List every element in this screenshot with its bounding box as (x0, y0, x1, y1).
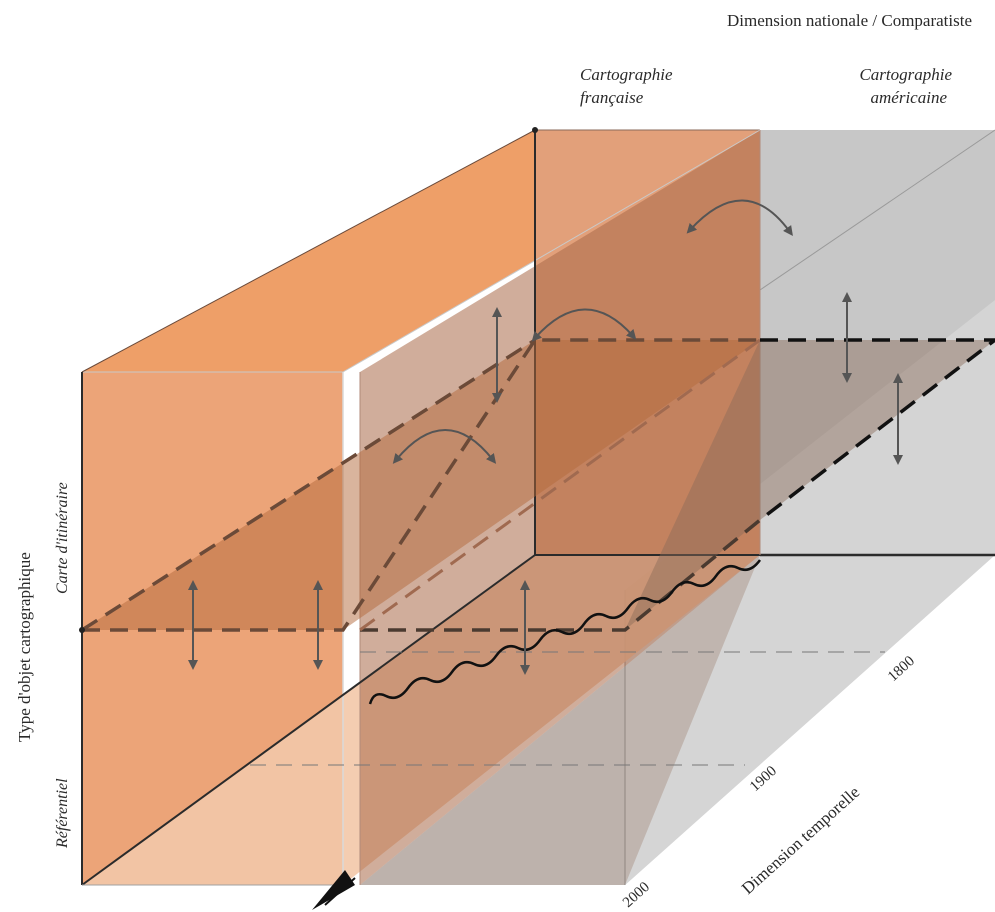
year-guides (250, 651, 885, 766)
french-column-label-line2: française (580, 88, 644, 107)
french-column-label-line1: Cartographie (580, 65, 673, 84)
curved-arrow (686, 199, 793, 237)
american-column-label-line1: Cartographie (859, 65, 952, 84)
itinerary-plane-french (82, 340, 760, 630)
object-type-axis-label: Type d'objet cartographique (15, 552, 34, 742)
national-axis-label: Dimension nationale / Comparatiste (727, 11, 972, 30)
french-slice-overlay (360, 130, 760, 885)
itinerary-slice (81, 338, 995, 632)
year-1800-label: 1800 (885, 653, 918, 685)
french-volume (81, 129, 761, 886)
curved-arrow (392, 429, 497, 464)
itinerary-label: Carte d'itinéraire (54, 482, 71, 594)
curved-arrow (531, 308, 637, 342)
timeline-arrow (312, 870, 356, 910)
wavy-timeline-edge (368, 559, 762, 705)
itinerary-plane-american (625, 340, 995, 630)
american-column-label-line2: américaine (871, 88, 948, 107)
american-slice-overlay (360, 555, 760, 885)
temporal-axis-label: Dimension temporelle (738, 782, 863, 898)
vertical-arrows (188, 292, 903, 675)
reference-label: Référentiel (54, 778, 71, 849)
curved-arrows (392, 199, 793, 464)
